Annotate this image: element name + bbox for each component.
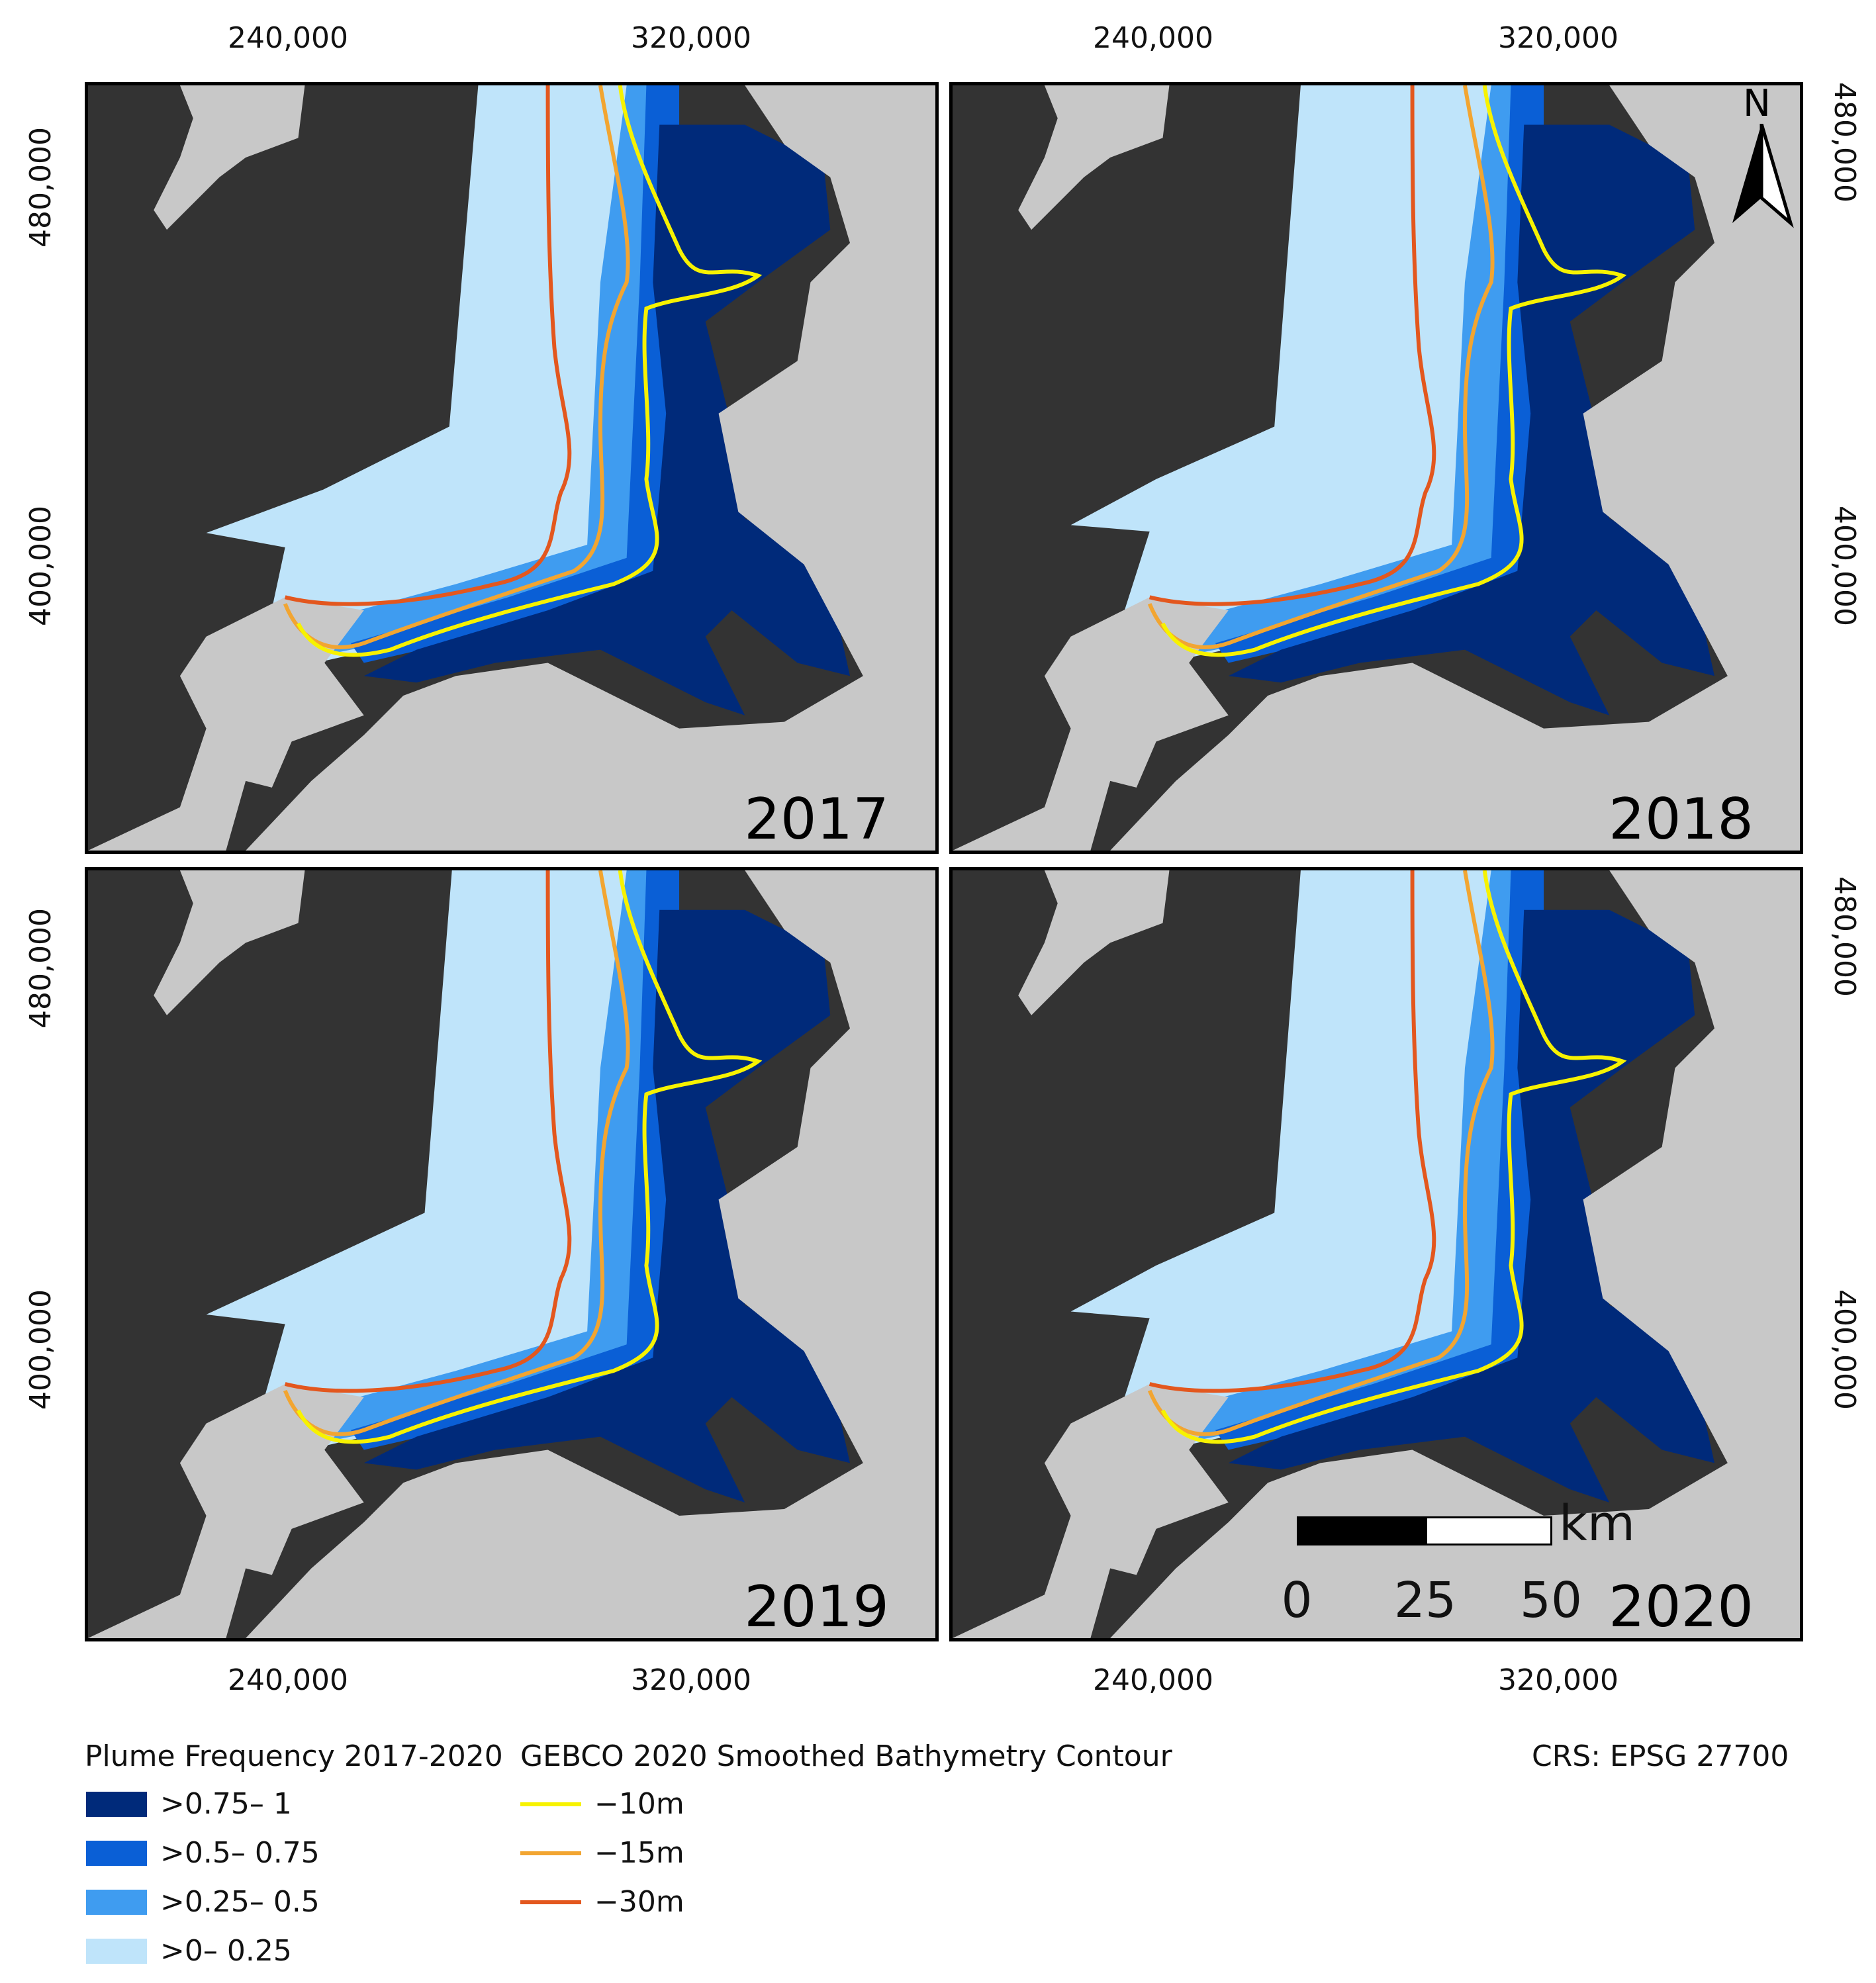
legend-contour-item: −30m <box>520 1885 684 1919</box>
scale-unit: km <box>1559 1495 1635 1552</box>
legend-label: −30m <box>594 1885 684 1919</box>
legend-swatch <box>86 1840 147 1866</box>
year-label: 2018 <box>1609 786 1754 853</box>
y-tick-right-480000-b: 480,000 <box>1828 876 1861 997</box>
legend-label: >0– 0.25 <box>160 1934 292 1968</box>
plume-band-mid <box>1149 870 1544 1450</box>
contour-30m <box>284 870 572 1393</box>
x-tick-bottom-320000-b: 320,000 <box>1498 1663 1618 1697</box>
land-east <box>1110 85 1800 851</box>
contour-15m <box>283 85 630 649</box>
legend-label: >0.75– 1 <box>160 1787 292 1821</box>
y-tick-left-400000-a: 400,000 <box>24 506 58 626</box>
plume-band-high <box>350 870 680 1450</box>
contour-10m <box>296 85 763 657</box>
land-northwest <box>154 85 305 230</box>
map-panel-2017: 2017 <box>85 82 939 854</box>
contour-30m <box>1149 870 1436 1393</box>
plume-band-mid <box>1149 85 1544 663</box>
map-2017 <box>88 85 935 851</box>
plume-band-high <box>1215 85 1544 663</box>
land-northwest <box>1018 870 1170 1015</box>
legend-contour-item: −10m <box>520 1787 684 1821</box>
legend-label: −15m <box>594 1836 684 1870</box>
scale-bar-white-segment <box>1425 1516 1552 1545</box>
year-label: 2020 <box>1609 1574 1754 1640</box>
map-panel-2020: 2020 km 0 25 50 <box>949 867 1803 1641</box>
map-2020 <box>953 870 1800 1638</box>
land-east <box>246 870 935 1638</box>
legend-bathymetry-title: GEBCO 2020 Smoothed Bathymetry Contour <box>520 1739 1172 1773</box>
map-2018 <box>953 85 1800 851</box>
legend-swatch <box>86 1938 147 1964</box>
legend-swatch <box>86 1889 147 1915</box>
legend-plume-item: >0– 0.25 <box>86 1934 292 1968</box>
contour-30m <box>284 85 572 606</box>
contour-30m <box>1149 85 1436 606</box>
land-southwest <box>88 1383 364 1638</box>
legend-label: −10m <box>594 1787 684 1821</box>
contour-15m <box>1147 85 1495 649</box>
x-tick-top-240000-a: 240,000 <box>228 21 348 55</box>
map-panel-2019: 2019 <box>85 867 939 1641</box>
crs-label: CRS: EPSG 27700 <box>1532 1739 1789 1773</box>
land-southwest <box>953 1383 1229 1638</box>
scale-label-50: 50 <box>1519 1572 1583 1629</box>
land-northwest <box>154 870 305 1015</box>
y-tick-left-480000-a: 480,000 <box>24 127 58 248</box>
year-label: 2019 <box>744 1574 889 1640</box>
contour-10m <box>296 870 763 1444</box>
north-arrow-icon <box>1732 124 1794 228</box>
contour-10m <box>1160 870 1627 1444</box>
plume-band-high <box>1215 870 1544 1450</box>
legend-label: >0.5– 0.75 <box>160 1836 320 1870</box>
legend-swatch <box>86 1791 147 1817</box>
legend-plume-title: Plume Frequency 2017-2020 <box>85 1739 503 1773</box>
x-tick-top-320000-a: 320,000 <box>631 21 751 55</box>
y-tick-left-400000-b: 400,000 <box>24 1289 58 1410</box>
north-arrow: N <box>1728 85 1795 231</box>
y-tick-right-480000-a: 480,000 <box>1828 82 1861 203</box>
legend-line-swatch <box>520 1900 581 1904</box>
x-tick-bottom-240000-a: 240,000 <box>228 1663 348 1697</box>
y-tick-left-480000-b: 480,000 <box>24 908 58 1029</box>
y-tick-right-400000-a: 400,000 <box>1828 506 1861 626</box>
contour-10m <box>1160 85 1627 657</box>
scale-bar: km 0 25 50 <box>1281 1499 1635 1636</box>
contour-15m <box>1147 870 1495 1436</box>
scale-label-0: 0 <box>1281 1572 1313 1629</box>
x-tick-bottom-240000-b: 240,000 <box>1093 1663 1213 1697</box>
land-northwest <box>1018 85 1170 230</box>
land-east <box>246 85 935 851</box>
plume-band-mid <box>285 870 680 1450</box>
legend-line-swatch <box>520 1851 581 1855</box>
scale-bar-black-segment <box>1297 1516 1425 1545</box>
plume-band-high <box>350 85 680 663</box>
contour-15m <box>283 870 630 1436</box>
map-panel-2018: 2018 N <box>949 82 1803 854</box>
legend-plume-item: >0.75– 1 <box>86 1787 292 1821</box>
land-southwest <box>953 597 1229 851</box>
year-label: 2017 <box>744 786 889 853</box>
legend-line-swatch <box>520 1802 581 1806</box>
scale-label-25: 25 <box>1393 1572 1457 1629</box>
north-label: N <box>1743 82 1771 125</box>
plume-band-mid <box>285 85 680 663</box>
y-tick-right-400000-b: 400,000 <box>1828 1289 1861 1410</box>
map-2019 <box>88 870 935 1638</box>
legend-contour-item: −15m <box>520 1836 684 1870</box>
legend-plume-item: >0.25– 0.5 <box>86 1885 320 1919</box>
x-tick-top-240000-b: 240,000 <box>1093 21 1213 55</box>
land-southwest <box>88 597 364 851</box>
x-tick-bottom-320000-a: 320,000 <box>631 1663 751 1697</box>
legend-plume-item: >0.5– 0.75 <box>86 1836 320 1870</box>
x-tick-top-320000-b: 320,000 <box>1498 21 1618 55</box>
legend-label: >0.25– 0.5 <box>160 1885 320 1919</box>
land-east <box>1110 870 1800 1638</box>
